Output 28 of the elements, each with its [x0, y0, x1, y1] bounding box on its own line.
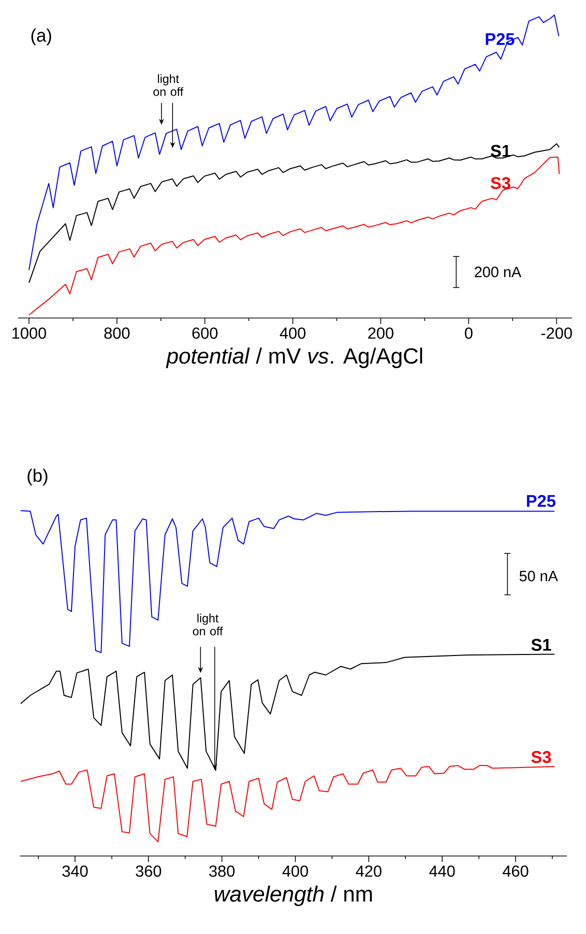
x-tick-label: 380 [209, 866, 235, 877]
x-tick-label: -200 [541, 328, 572, 339]
x-tick-label: 1000 [12, 328, 46, 339]
series-label: S1 [490, 144, 510, 157]
x-tick-label: 440 [429, 866, 455, 877]
x-tick-label: 360 [136, 866, 162, 877]
annotation: (a) [31, 28, 52, 46]
annotation: 200 nA [474, 266, 522, 278]
series-label: S3 [490, 177, 510, 190]
x-tick-label: 0 [464, 328, 472, 339]
annotation: 50 nA [520, 570, 558, 582]
x-tick-label: 400 [282, 866, 308, 877]
x-tick-label: 340 [62, 866, 88, 877]
annotation: light on off [192, 614, 223, 636]
x-axis-title: potential / mV vs. Ag/AgCl [166, 348, 422, 368]
x-axis-title: wavelength / nm [214, 886, 372, 906]
x-tick-label: 420 [356, 866, 382, 877]
text: (b) [28, 468, 48, 486]
series-label: S1 [531, 638, 552, 651]
series-label: S3 [531, 751, 551, 764]
x-tick-label: 800 [104, 328, 130, 339]
x-tick-label: 200 [368, 328, 394, 339]
x-tick-label: 460 [502, 866, 528, 877]
series-label: P25 [486, 33, 514, 46]
x-tick-label: 600 [192, 328, 218, 339]
series-label: P25 [526, 494, 556, 507]
x-tick-label: 400 [280, 328, 306, 339]
annotation: light on off [153, 74, 184, 96]
